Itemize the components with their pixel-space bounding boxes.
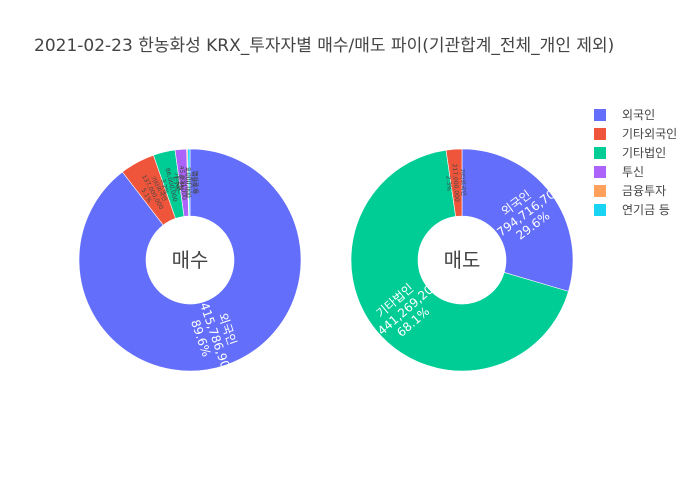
pie-2-slice-3[interactable]: [445, 148, 463, 217]
pie-1-slice-6[interactable]: [187, 148, 191, 217]
legend-swatch-5: [594, 185, 606, 197]
legend-item-2[interactable]: 기타외국인: [594, 127, 677, 141]
legend-swatch-3: [594, 147, 606, 159]
legend-swatch-6: [594, 204, 606, 216]
legend-label-2: 기타외국인: [622, 127, 677, 141]
legend-label-3: 기타법인: [622, 146, 666, 160]
legend-swatch-1: [594, 109, 606, 121]
legend-item-3[interactable]: 기타법인: [594, 146, 666, 160]
legend-item-6[interactable]: 연기금 등: [594, 203, 670, 217]
pie-1-slice-1[interactable]: [78, 148, 302, 372]
pie-1: 외국인2,415,786,90089.6%기타외국인137,000,0005.1…: [78, 148, 302, 377]
legend-item-5[interactable]: 금융투자: [594, 184, 666, 198]
pie-1-slice-6-label: 연기금 등9,000,0000.3%: [178, 167, 200, 198]
legend-label-6: 연기금 등: [622, 203, 670, 217]
pie-2-slice-1[interactable]: [461, 148, 574, 292]
pie-1-slice-5-label: 금융투자4,000,0000.1%: [176, 167, 199, 198]
pie-2-hole-label: 매도: [444, 248, 481, 272]
legend-swatch-2: [594, 128, 606, 140]
pie-2-slice-2[interactable]: [350, 149, 569, 372]
pies-group: 외국인2,415,786,90089.6%기타외국인137,000,0005.1…: [78, 148, 574, 377]
legend-label-5: 금융투자: [622, 184, 666, 198]
legend-label-4: 투신: [622, 165, 644, 179]
chart-title: 2021-02-23 한농화성 KRX_투자자별 매수/매도 파이(기관합계_전…: [34, 36, 614, 56]
pie-2: 외국인2,794,716,70029.6%기타법인6,441,269,20068…: [350, 148, 574, 372]
legend-item-4[interactable]: 투신: [594, 165, 644, 179]
pie-1-hole-label: 매수: [172, 248, 209, 272]
legend-swatch-4: [594, 166, 606, 178]
legend-item-1[interactable]: 외국인: [594, 108, 655, 122]
legend-label-1: 외국인: [622, 108, 655, 122]
pie-2-slice-3-label: 기타외국인217,000,0002.3%: [444, 163, 469, 203]
